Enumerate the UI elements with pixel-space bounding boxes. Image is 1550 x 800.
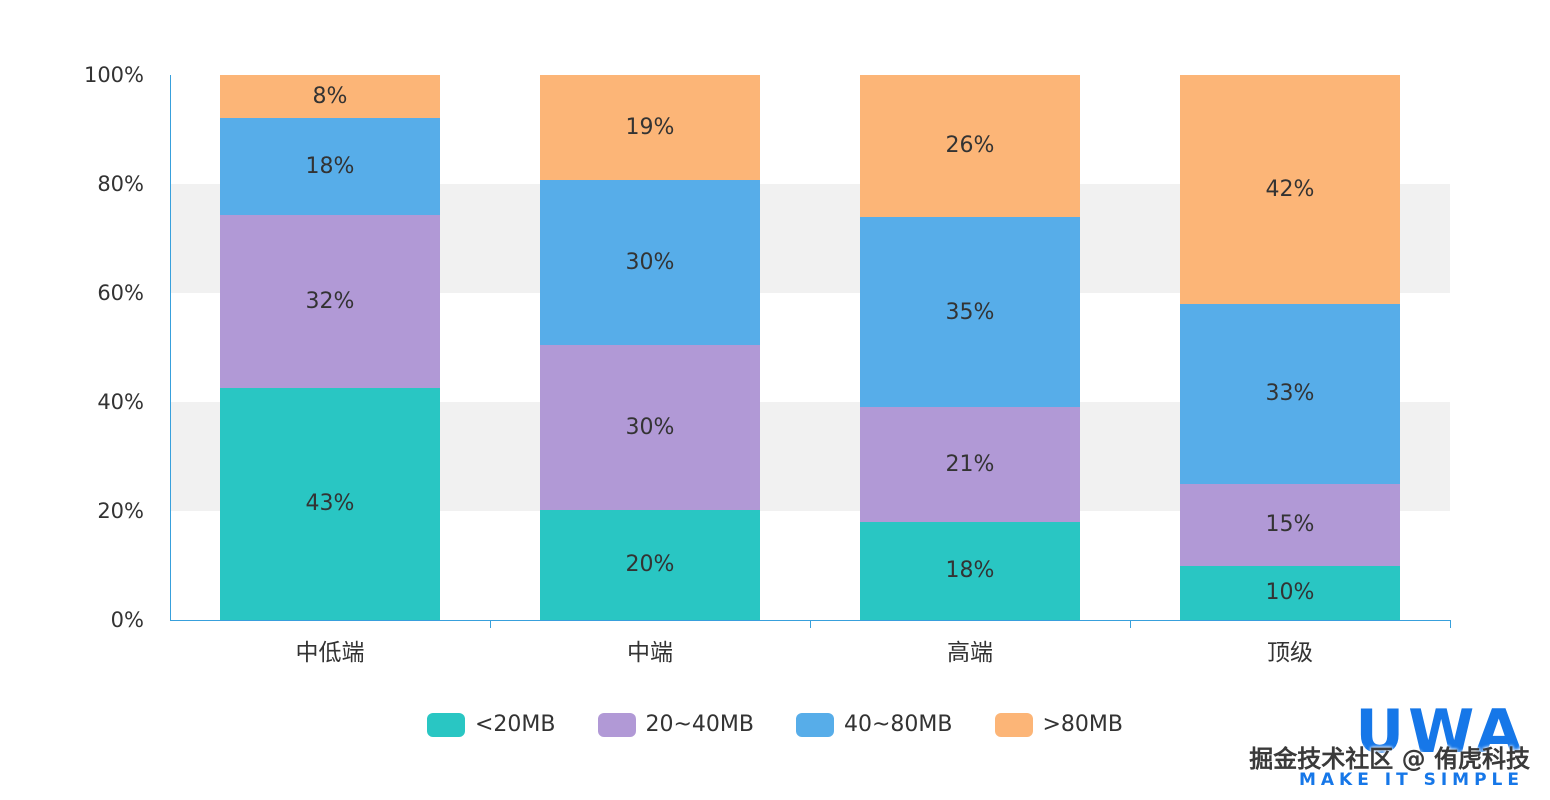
segment-value-label: 30% — [625, 414, 675, 440]
bar-segment[interactable]: 8% — [220, 75, 440, 119]
legend-item-40~80MB[interactable]: 40~80MB — [796, 712, 953, 737]
segment-value-label: 32% — [305, 289, 355, 315]
bar-slot-2: 20% 30% 30% 19% — [490, 75, 810, 620]
x-category-label: 高端 — [947, 640, 993, 666]
bar-segment[interactable]: 33% — [1180, 303, 1400, 484]
plot-area: 43% 32% 18% 8% 20% 30% 30% 19% 18% 21% 35% 26% 10% 15… — [170, 75, 1450, 620]
bar-slot-4: 10% 15% 33% 42% — [1130, 75, 1450, 620]
segment-value-label: 19% — [625, 114, 675, 140]
legend-item->80MB[interactable]: >80MB — [994, 712, 1124, 737]
legend-swatch — [994, 712, 1033, 737]
bar-segment[interactable]: 35% — [860, 216, 1080, 408]
y-tick-label: 0% — [110, 608, 144, 632]
bar-segment[interactable]: 42% — [1180, 75, 1400, 304]
legend-swatch — [597, 712, 636, 737]
legend-label: >80MB — [1042, 712, 1124, 737]
x-axis-tick — [810, 620, 811, 628]
watermark-text: 掘金技术社区 @ 侑虎科技 — [1249, 745, 1530, 773]
segment-value-label: 20% — [625, 552, 675, 578]
plot-bars: 43% 32% 18% 8% 20% 30% 30% 19% 18% 21% 35% 26% 10% 15… — [170, 75, 1450, 620]
branding-block: UWA 掘金技术社区 @ 侑虎科技 MAKE IT SIMPLE — [1202, 686, 1532, 796]
bar-segment[interactable]: 10% — [1180, 565, 1400, 620]
legend-label: 20~40MB — [645, 712, 755, 737]
bar-segment[interactable]: 15% — [1180, 483, 1400, 566]
bar-slot-1: 43% 32% 18% 8% — [170, 75, 490, 620]
legend-item-<20MB[interactable]: <20MB — [426, 712, 556, 737]
stacked-bar-2: 20% 30% 30% 19% — [540, 75, 760, 620]
segment-value-label: 21% — [945, 452, 995, 478]
y-tick-label: 40% — [97, 390, 144, 414]
segment-value-label: 26% — [945, 133, 995, 159]
bar-segment[interactable]: 18% — [220, 118, 440, 216]
segment-value-label: 18% — [305, 154, 355, 180]
legend-label: 40~80MB — [844, 712, 953, 737]
segment-value-label: 15% — [1265, 512, 1315, 538]
stacked-bar-3: 18% 21% 35% 26% — [860, 75, 1080, 620]
uwa-logo: UWA — [1355, 697, 1526, 767]
y-axis-line — [170, 75, 171, 621]
legend-item-20~40MB[interactable]: 20~40MB — [597, 712, 755, 737]
bar-segment[interactable]: 26% — [860, 75, 1080, 217]
x-axis-tick — [490, 620, 491, 628]
stacked-bar-1: 43% 32% 18% 8% — [220, 75, 440, 620]
y-tick-label: 80% — [97, 172, 144, 196]
legend-swatch — [796, 712, 834, 737]
bar-segment[interactable]: 30% — [540, 344, 760, 510]
chart-legend: <20MB 20~40MB 40~80MB >80MB — [0, 712, 1550, 737]
segment-value-label: 10% — [1265, 580, 1315, 606]
segment-value-label: 42% — [1265, 176, 1315, 202]
y-tick-label: 20% — [97, 499, 144, 523]
segment-value-label: 8% — [312, 84, 348, 110]
x-axis-tick — [1450, 620, 1451, 628]
stacked-bar-4: 10% 15% 33% 42% — [1180, 75, 1400, 620]
bar-segment[interactable]: 43% — [220, 387, 440, 620]
x-axis-tick — [1130, 620, 1131, 628]
bar-segment[interactable]: 20% — [540, 509, 760, 620]
legend-label: <20MB — [474, 712, 556, 737]
segment-value-label: 43% — [305, 491, 355, 517]
segment-value-label: 35% — [945, 299, 995, 325]
x-category-label: 顶级 — [1267, 640, 1313, 666]
bar-segment[interactable]: 21% — [860, 407, 1080, 522]
x-axis-labels: 中低端 中端 高端 顶级 — [170, 633, 1450, 667]
bar-segment[interactable]: 30% — [540, 179, 760, 345]
y-axis-labels: 0% 20% 40% 60% 80% 100% — [0, 63, 158, 632]
bar-segment[interactable]: 19% — [540, 75, 760, 180]
x-category-label: 中端 — [627, 640, 673, 666]
x-category-label: 中低端 — [295, 640, 365, 666]
bar-segment[interactable]: 32% — [220, 215, 440, 388]
bar-slot-3: 18% 21% 35% 26% — [810, 75, 1130, 620]
segment-value-label: 33% — [1265, 381, 1315, 407]
segment-value-label: 18% — [945, 558, 995, 584]
segment-value-label: 30% — [625, 249, 675, 275]
y-tick-label: 100% — [83, 63, 144, 87]
legend-swatch — [426, 712, 465, 737]
y-tick-label: 60% — [97, 281, 144, 305]
logo-tagline: MAKE IT SIMPLE — [1298, 770, 1524, 790]
bar-segment[interactable]: 18% — [860, 521, 1080, 620]
